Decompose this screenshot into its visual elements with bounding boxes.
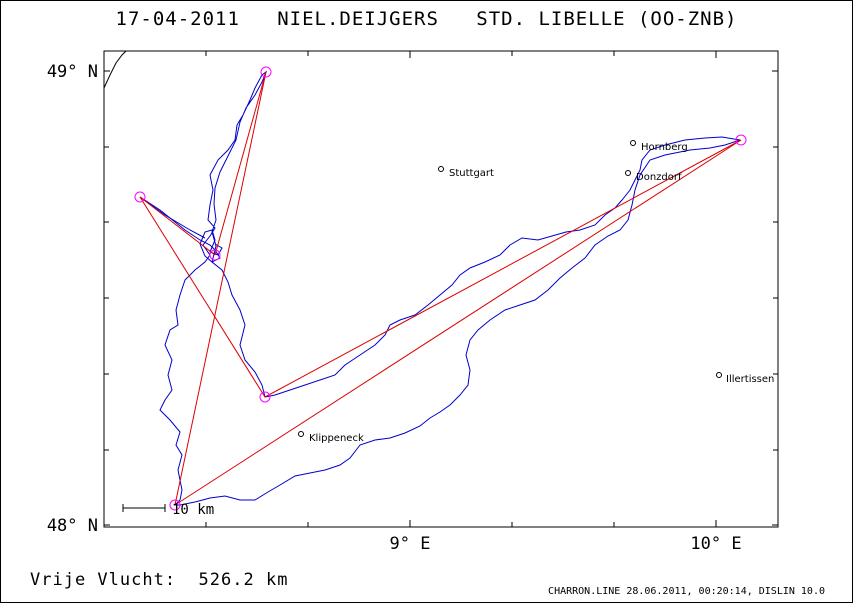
city-dot [716,372,722,378]
city-label-illertissen: Illertissen [726,374,774,385]
turnpoint-marker [134,191,146,203]
glider-name: STD. LIBELLE (OO-ZNB) [476,8,738,30]
city-label-hornberg: Hornberg [641,142,688,153]
scale-bar-label: 10 km [172,502,214,518]
turnpoint-marker [260,66,272,78]
border-line [103,50,127,89]
city-dot [625,170,631,176]
city-dot [630,140,636,146]
scale-bar: 10 km [122,502,214,518]
turnpoint-marker [735,134,747,146]
flight-title: 17-04-2011 NIEL.DEIJGERS STD. LIBELLE (O… [0,8,853,30]
city-label-klippeneck: Klippeneck [309,433,364,444]
turnpoint-marker [169,499,181,511]
city-label-donzdorf: Donzdorf [636,172,682,183]
city-markers: Stuttgart Hornberg Donzdorf Illertissen … [298,140,774,444]
city-dot [438,166,444,172]
free-flight-distance: Vrije Vlucht: 526.2 km [30,570,288,590]
turnpoint-marker [209,249,221,261]
flight-track [159,70,741,506]
track-leg-west [139,196,206,239]
plot-border [103,50,779,528]
lon-label-10e: 10° E [690,534,741,554]
credit-line: CHARRON.LINE 28.06.2011, 00:20:14, DISLI… [548,586,825,597]
lat-label-48n: 48° N [47,516,98,536]
axis-ticks [104,51,778,527]
lat-label-49n: 49° N [47,62,98,82]
turnpoints [134,66,747,511]
city-label-stuttgart: Stuttgart [449,168,494,179]
pilot-name: NIEL.DEIJGERS [277,8,439,30]
distance-value: 526.2 km [198,570,289,590]
free-flight-label: Vrije Vlucht: [30,570,177,590]
flight-date: 17-04-2011 [115,8,240,30]
task-lines [139,71,742,506]
lon-label-9e: 9° E [390,534,431,554]
turnpoint-marker [259,391,271,403]
city-dot [298,431,304,437]
